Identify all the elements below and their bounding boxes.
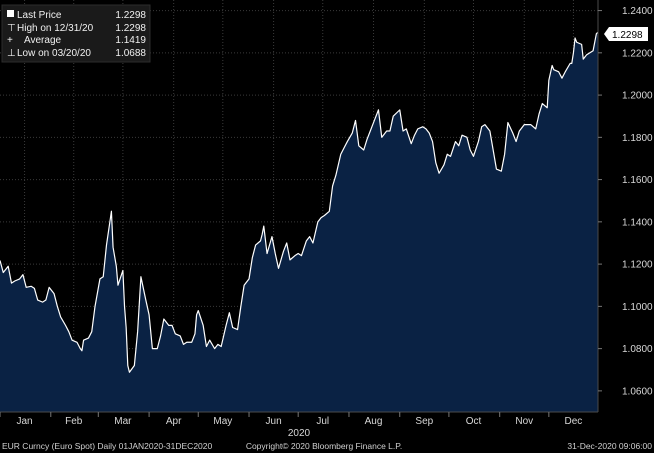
legend-last-price-label: Last Price (17, 10, 62, 21)
last-price-tag-value: 1.2298 (612, 30, 643, 41)
x-tick-label: Feb (65, 416, 83, 427)
x-tick-label: Oct (466, 416, 482, 427)
last-price-tag: 1.2298 (604, 27, 648, 41)
legend-average-label: Average (24, 35, 62, 46)
footer-timestamp: 31-Dec-2020 09:06:00 (567, 441, 652, 451)
legend-average-icon: + (7, 35, 13, 46)
legend-high-value: 1.2298 (115, 23, 146, 34)
legend-high-icon: ⊤ (7, 23, 16, 34)
x-tick-label: Apr (166, 416, 182, 427)
price-line (0, 31, 599, 373)
legend-average-value: 1.1419 (115, 35, 146, 46)
legend-low-label: Low on 03/20/20 (17, 48, 91, 59)
x-axis-label: 2020 (288, 428, 311, 439)
y-tick-label: 1.0800 (622, 344, 653, 355)
y-tick-label: 1.2200 (622, 48, 653, 59)
x-tick-label: Dec (565, 416, 583, 427)
y-tick-label: 1.1400 (622, 217, 653, 228)
legend-last-price-swatch (7, 10, 14, 17)
legend-low-value: 1.0688 (115, 48, 146, 59)
y-axis-ticks: 1.2400 1.2200 1.2000 1.1800 1.1600 1.1400 1.12… (598, 6, 653, 397)
y-tick-label: 1.1600 (622, 175, 653, 186)
legend-low-icon: ⊥ (7, 48, 16, 59)
x-axis-ticks: Jan Feb Mar Apr May Jun Jul Aug Sep Oct Nov Dec (0, 412, 582, 427)
footer: EUR Curncy (Euro Spot) Daily 01JAN2020-3… (2, 441, 652, 451)
legend-high-label: High on 12/31/20 (17, 23, 94, 34)
footer-security-description: EUR Curncy (Euro Spot) Daily 01JAN2020-3… (2, 441, 213, 451)
y-tick-label: 1.2400 (622, 6, 653, 17)
legend-box (1, 4, 151, 63)
x-tick-label: Aug (365, 416, 383, 427)
price-area-fill (0, 32, 598, 413)
x-tick-label: Mar (114, 416, 132, 427)
x-tick-label: Jul (316, 416, 329, 427)
y-tick-label: 1.1800 (622, 133, 653, 144)
y-tick-label: 1.2000 (622, 91, 653, 102)
footer-copyright: Copyright© 2020 Bloomberg Finance L.P. (246, 441, 402, 451)
y-tick-label: 1.0600 (622, 386, 653, 397)
legend-last-price-value: 1.2298 (115, 10, 146, 21)
last-price-tag-bg (604, 27, 648, 41)
legend: Last Price 1.2298 ⊤ High on 12/31/20 1.2… (1, 4, 151, 63)
x-tick-label: Jan (17, 416, 33, 427)
x-tick-label: Sep (415, 416, 433, 427)
y-tick-label: 1.1200 (622, 260, 653, 271)
x-tick-label: Jun (266, 416, 282, 427)
x-tick-label: May (213, 416, 232, 427)
x-tick-label: Nov (515, 416, 533, 427)
y-tick-label: 1.1000 (622, 302, 653, 313)
